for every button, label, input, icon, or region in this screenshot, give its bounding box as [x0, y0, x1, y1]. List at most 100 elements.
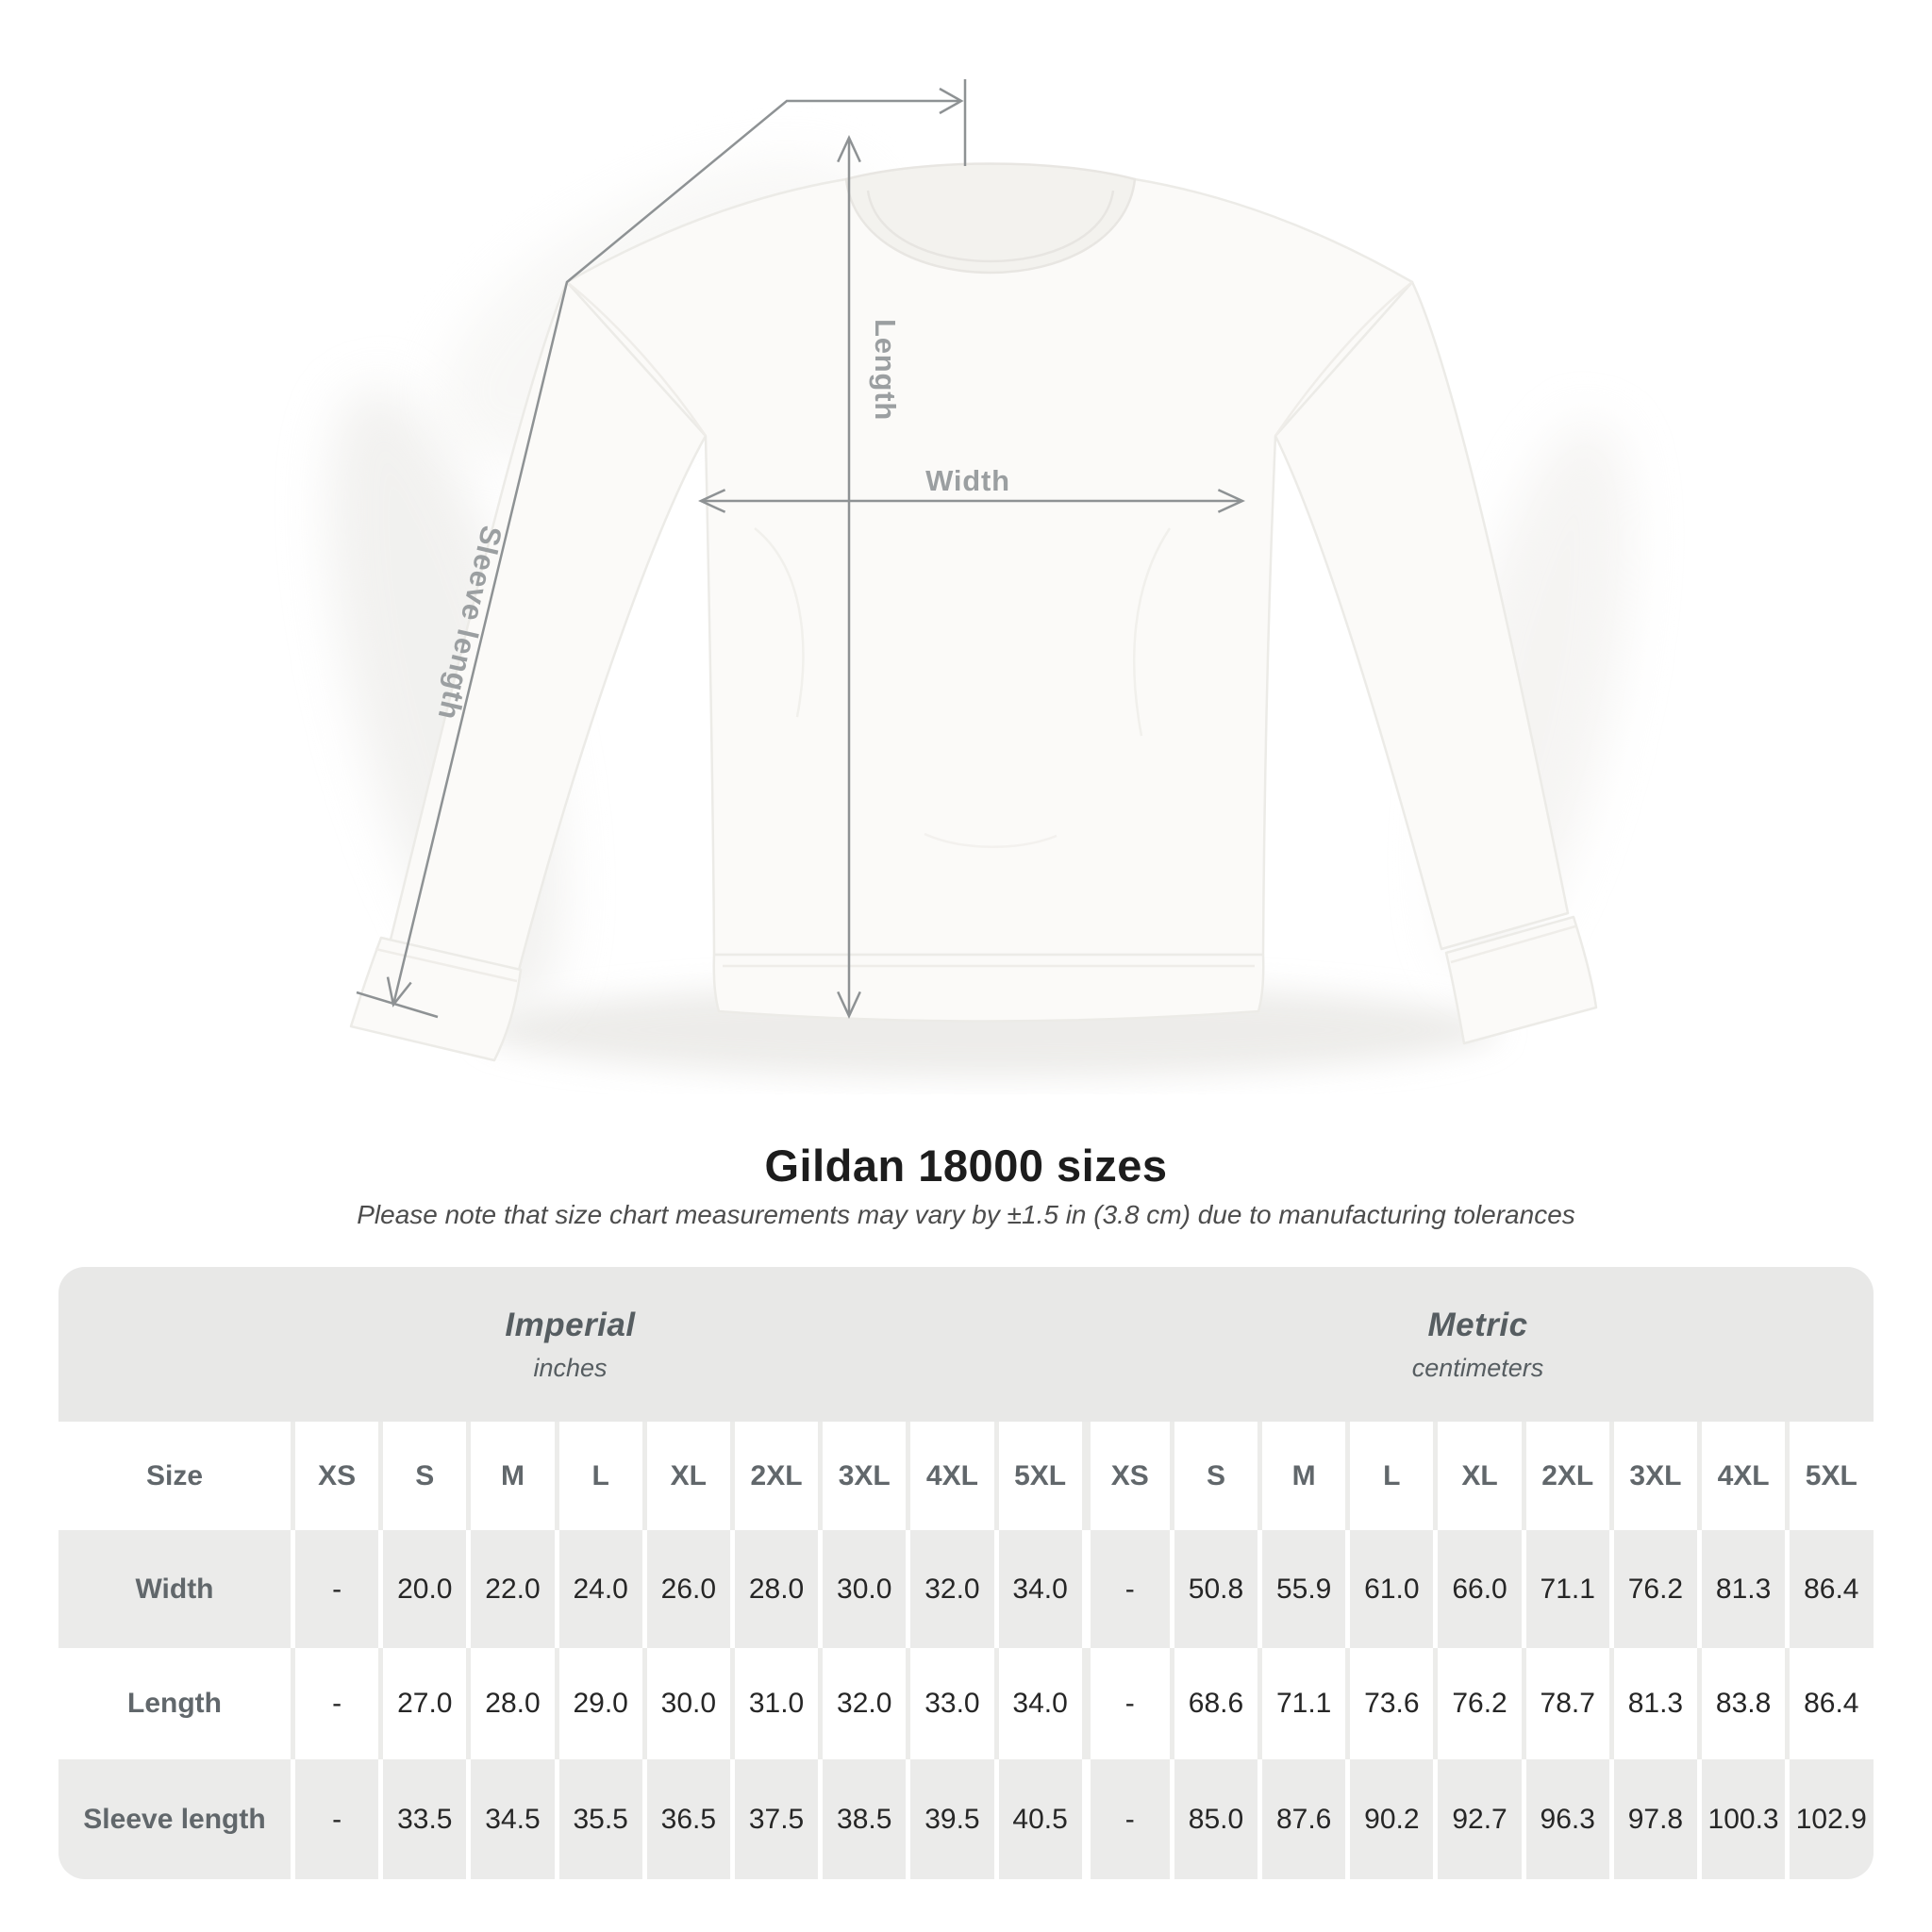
length-row: Length -27.0 28.0 29.0 30.0 31.0 32.0 33.0 34.0-…	[58, 1648, 1874, 1759]
sweatshirt-illustration	[349, 162, 1598, 1062]
value-cell: 26.0	[641, 1530, 730, 1648]
product-diagram: Length Width Sleeve length	[328, 79, 1631, 1077]
value-cell: 39.5	[906, 1759, 993, 1879]
value-cell: 40.5	[993, 1759, 1082, 1879]
hem-band	[712, 953, 1265, 1023]
size-header-cell: M	[466, 1422, 554, 1530]
size-header-cell: XS	[291, 1422, 378, 1530]
metric-header: Metric centimeters	[1082, 1267, 1874, 1422]
body	[565, 177, 1414, 957]
size-table: Imperial inches Metric centimeters Size X…	[58, 1267, 1874, 1879]
size-header-cell: XS	[1081, 1422, 1170, 1530]
value-cell: -	[1081, 1530, 1170, 1648]
size-header-cell: 3XL	[1608, 1422, 1697, 1530]
size-header-cell: S	[378, 1422, 466, 1530]
value-cell: -	[291, 1530, 378, 1648]
value-cell: 96.3	[1521, 1759, 1609, 1879]
size-header-cell: 5XL	[993, 1422, 1082, 1530]
value-cell: 83.8	[1697, 1648, 1785, 1759]
value-cell: 81.3	[1697, 1530, 1785, 1648]
value-cell: 32.0	[906, 1530, 993, 1648]
value-cell: 38.5	[818, 1759, 906, 1879]
value-cell: 33.0	[906, 1648, 993, 1759]
value-cell: 71.1	[1257, 1648, 1345, 1759]
value-cell: 68.6	[1169, 1648, 1257, 1759]
size-header-row: Size XS S M L XL 2XL 3XL 4XL 5XL XS S M L XL 2XL 3XL 4XL 5…	[58, 1422, 1874, 1530]
sleeve-length-row: Sleeve length -33.5 34.5 35.5 36.5 37.5 38.5 39…	[58, 1759, 1874, 1879]
value-cell: 66.0	[1433, 1530, 1521, 1648]
arrowhead-length-top	[837, 135, 861, 163]
page-title: Gildan 18000 sizes	[764, 1141, 1168, 1191]
value-cell: 22.0	[466, 1530, 554, 1648]
unit-header-row: Imperial inches Metric centimeters	[58, 1267, 1874, 1422]
value-cell: 37.5	[729, 1759, 818, 1879]
value-cell: 32.0	[818, 1648, 906, 1759]
value-cell: 28.0	[729, 1530, 818, 1648]
right-cuff	[1444, 915, 1598, 1045]
value-cell: 20.0	[378, 1530, 466, 1648]
size-header-cell: 3XL	[818, 1422, 906, 1530]
imperial-sublabel: inches	[533, 1353, 608, 1382]
width-label: Width	[925, 464, 1010, 497]
imperial-header: Imperial inches	[58, 1267, 1082, 1422]
garment-seams	[375, 190, 1576, 983]
metric-sublabel: centimeters	[1411, 1353, 1544, 1382]
value-cell: 34.0	[993, 1648, 1082, 1759]
right-sleeve	[1274, 280, 1570, 951]
size-header-cell: 2XL	[1521, 1422, 1609, 1530]
value-cell: 50.8	[1169, 1530, 1257, 1648]
row-label: Length	[127, 1688, 222, 1719]
value-cell: 102.9	[1785, 1759, 1873, 1879]
imperial-label: Imperial	[505, 1306, 636, 1343]
value-cell: 34.5	[466, 1759, 554, 1879]
value-cell: -	[291, 1648, 378, 1759]
row-label: Width	[135, 1573, 214, 1605]
size-header-cell: XL	[1433, 1422, 1521, 1530]
value-cell: 78.7	[1521, 1648, 1609, 1759]
value-cell: 24.0	[554, 1530, 642, 1648]
collar	[844, 162, 1137, 275]
size-column-label: Size	[145, 1459, 204, 1491]
width-row: Width -20.0 22.0 24.0 26.0 28.0 30.0 32.0 34.0-5…	[58, 1530, 1874, 1648]
size-header-cell: L	[1345, 1422, 1433, 1530]
size-header-cell: L	[554, 1422, 642, 1530]
size-header-cell: M	[1257, 1422, 1345, 1530]
value-cell: 61.0	[1345, 1530, 1433, 1648]
value-cell: 34.0	[993, 1530, 1082, 1648]
value-cell: 81.3	[1608, 1648, 1697, 1759]
row-label: Sleeve length	[83, 1803, 266, 1835]
value-cell: 86.4	[1785, 1530, 1873, 1648]
value-cell: 30.0	[818, 1530, 906, 1648]
arrowhead-right	[939, 87, 964, 115]
value-cell: 85.0	[1169, 1759, 1257, 1879]
value-cell: 31.0	[729, 1648, 818, 1759]
value-cell: 100.3	[1697, 1759, 1785, 1879]
measurement-lines	[356, 79, 1245, 1019]
value-cell: 27.0	[378, 1648, 466, 1759]
page-subtitle: Please note that size chart measurements…	[357, 1200, 1575, 1229]
value-cell: -	[291, 1759, 378, 1879]
value-cell: 33.5	[378, 1759, 466, 1879]
value-cell: 28.0	[466, 1648, 554, 1759]
arrowhead-width-left	[698, 489, 726, 513]
size-header-cell: 5XL	[1785, 1422, 1873, 1530]
value-cell: 71.1	[1521, 1530, 1609, 1648]
cuff-reference-tick	[356, 991, 439, 1019]
length-label: Length	[869, 319, 902, 421]
value-cell: 55.9	[1257, 1530, 1345, 1648]
left-cuff	[349, 936, 523, 1062]
value-cell: 36.5	[641, 1759, 730, 1879]
value-cell: 30.0	[641, 1648, 730, 1759]
value-cell: 90.2	[1345, 1759, 1433, 1879]
sleeve-length-line	[391, 99, 960, 1006]
value-cell: 73.6	[1345, 1648, 1433, 1759]
size-header-cell: 4XL	[906, 1422, 993, 1530]
size-header-cell: XL	[641, 1422, 730, 1530]
metric-label: Metric	[1427, 1306, 1528, 1343]
size-header-cell: 2XL	[729, 1422, 818, 1530]
value-cell: 35.5	[554, 1759, 642, 1879]
size-header-cell: S	[1169, 1422, 1257, 1530]
size-header-cell: 4XL	[1697, 1422, 1785, 1530]
value-cell: 97.8	[1608, 1759, 1697, 1879]
